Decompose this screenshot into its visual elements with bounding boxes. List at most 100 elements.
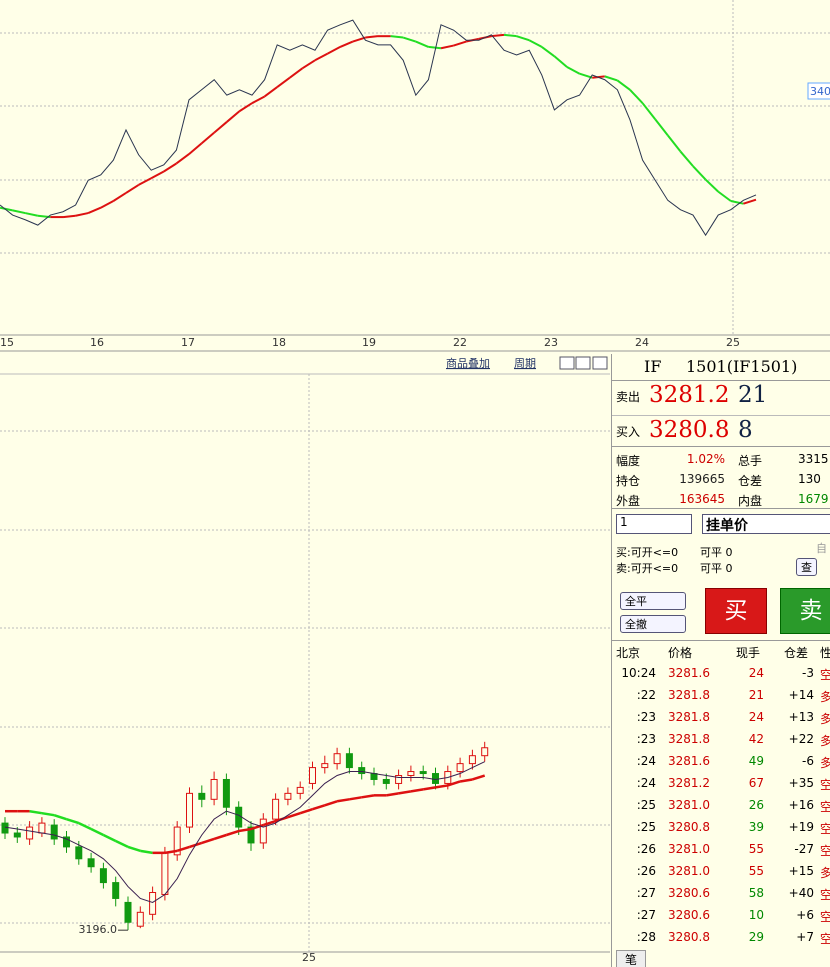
tape-cell: 3280.8 bbox=[668, 820, 710, 834]
tape-cell: +7 bbox=[796, 930, 814, 944]
period-link[interactable]: 周期 bbox=[514, 357, 536, 370]
buy-price: 3280.8 bbox=[649, 417, 730, 443]
tape-row: :26 3281.0 55 -27 空 bbox=[612, 839, 830, 861]
moving-average bbox=[75, 212, 89, 217]
moving-average bbox=[324, 800, 338, 807]
overlay-link[interactable]: 商品叠加 bbox=[446, 356, 490, 370]
sell-price: 3281.2 bbox=[649, 382, 730, 408]
tape-cell: -3 bbox=[802, 666, 814, 680]
tab[interactable]: 笔 bbox=[616, 950, 646, 967]
stat: 仓差 bbox=[738, 474, 763, 488]
tape-row: 10:24 3281.6 24 -3 空 bbox=[612, 663, 830, 685]
moving-average bbox=[472, 774, 486, 781]
candle-body bbox=[259, 818, 267, 844]
tape-header: 北京 价格 现手 仓差性 bbox=[612, 641, 830, 663]
tape-cell: 3281.2 bbox=[668, 776, 710, 790]
tape-row: :24 3281.6 49 -6 多 bbox=[612, 751, 830, 773]
buy-button[interactable]: 买 bbox=[705, 588, 767, 634]
moving-average bbox=[604, 75, 618, 82]
candle-body bbox=[124, 901, 132, 923]
x-tick-label: 24 bbox=[635, 336, 649, 349]
tape-cell: 3281.8 bbox=[668, 688, 710, 702]
tape-cell: 多 bbox=[820, 754, 830, 771]
moving-average bbox=[289, 67, 303, 79]
tape-cell: 29 bbox=[748, 930, 764, 944]
tape-cell: +16 bbox=[788, 798, 814, 812]
moving-average bbox=[175, 153, 190, 165]
tape-row: :27 3280.6 58 +40 空 bbox=[612, 883, 830, 905]
moving-average bbox=[402, 36, 417, 43]
stat: 幅度 bbox=[616, 454, 641, 468]
tape-row: :25 3281.0 26 +16 空 bbox=[612, 795, 830, 817]
tape-cell: 3281.6 bbox=[668, 754, 710, 768]
stat: 1679 bbox=[798, 492, 829, 506]
grid bbox=[0, 0, 830, 335]
cancel-all-button[interactable]: 全撤 bbox=[620, 615, 686, 633]
tape-row: :26 3281.0 55 +15 多 bbox=[612, 861, 830, 883]
moving-average bbox=[654, 118, 669, 136]
stats-row: 外盘 163645 内盘 1679 bbox=[612, 490, 830, 510]
moving-average bbox=[78, 821, 92, 831]
tape-cell: 26 bbox=[748, 798, 764, 812]
moving-average bbox=[29, 809, 43, 815]
candle-body bbox=[87, 858, 95, 868]
tape-cell: 21 bbox=[748, 688, 764, 702]
price-tag: 340 bbox=[810, 85, 830, 98]
tape-row: :28 3280.8 29 +7 空 bbox=[612, 927, 830, 949]
buy-label: 买入 bbox=[616, 425, 641, 439]
moving-average bbox=[226, 110, 241, 123]
moving-average bbox=[361, 794, 375, 799]
moving-average bbox=[62, 214, 76, 219]
contract-code: 1501(IF1501) bbox=[686, 357, 798, 376]
moving-average bbox=[138, 177, 152, 186]
tape-cell: :23 bbox=[636, 710, 656, 724]
candle-body bbox=[50, 824, 58, 840]
tape-cell: 多 bbox=[820, 864, 830, 881]
tape-cell: +15 bbox=[788, 864, 814, 878]
candle-body bbox=[395, 775, 403, 784]
close-all-button[interactable]: 全平 bbox=[620, 592, 686, 610]
tape-row: :27 3280.6 10 +6 空 bbox=[612, 905, 830, 927]
buy-qty: 8 bbox=[738, 417, 753, 443]
candle-body bbox=[235, 806, 243, 828]
moving-average bbox=[692, 165, 707, 181]
moving-average bbox=[176, 845, 190, 853]
sell-button[interactable]: 卖 bbox=[780, 588, 830, 634]
moving-average bbox=[390, 35, 404, 39]
moving-average bbox=[541, 46, 555, 58]
tape-cell: 3280.8 bbox=[668, 930, 710, 944]
moving-average bbox=[704, 178, 719, 193]
tape-cell: 空 bbox=[820, 798, 830, 815]
query-button[interactable]: 查 bbox=[796, 558, 817, 576]
moving-average bbox=[301, 59, 316, 70]
tape-cell: 3281.8 bbox=[668, 732, 710, 746]
candle-body bbox=[75, 846, 83, 860]
tape-cell: +19 bbox=[788, 820, 814, 834]
moving-average bbox=[41, 811, 55, 817]
auto[interactable]: 自 bbox=[816, 542, 827, 555]
candle-body bbox=[149, 892, 157, 915]
moving-average bbox=[503, 33, 517, 38]
moving-average bbox=[314, 52, 329, 62]
tape-cell: 49 bbox=[748, 754, 764, 768]
contract: IF bbox=[644, 357, 662, 376]
moving-average bbox=[339, 40, 354, 48]
candle-body bbox=[13, 832, 21, 838]
qty-input[interactable]: 1 bbox=[616, 514, 692, 534]
sell-label: 卖出 bbox=[616, 390, 641, 404]
stat: 3315 bbox=[798, 452, 829, 466]
candle-body bbox=[296, 786, 304, 794]
candle-body bbox=[432, 773, 439, 784]
nav-buttons[interactable] bbox=[559, 356, 608, 370]
candle-body bbox=[407, 771, 415, 777]
moving-average bbox=[440, 44, 454, 50]
tape-cell: +14 bbox=[788, 688, 814, 702]
order-type[interactable]: 挂单价 bbox=[702, 514, 830, 534]
moving-average bbox=[276, 76, 291, 88]
moving-average bbox=[410, 788, 424, 793]
moving-average bbox=[188, 142, 203, 155]
candle-body bbox=[99, 868, 107, 884]
stat: 总手 bbox=[738, 454, 763, 468]
candle-body bbox=[247, 826, 255, 844]
tape-cell: +35 bbox=[788, 776, 814, 790]
